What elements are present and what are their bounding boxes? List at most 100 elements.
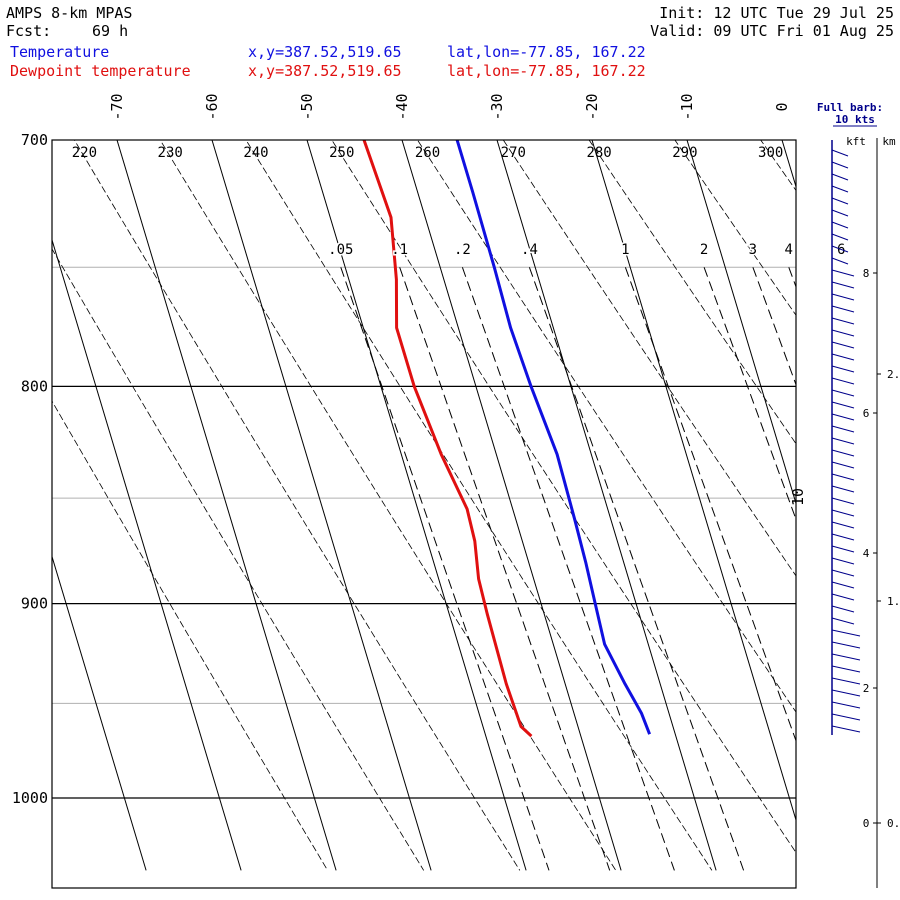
temperature-tick-label: -20 (583, 93, 601, 120)
temperature-legend: Temperature (10, 43, 110, 61)
temperature-tick-label: -60 (203, 93, 221, 120)
km-tick-label: 1. (887, 595, 900, 608)
model-title: AMPS 8-km MPAS (6, 4, 133, 22)
isotherm-line (211, 140, 432, 871)
temperature-tick-label: 10 (789, 488, 807, 506)
isotherm-line (401, 140, 622, 871)
pressure-tick-label: 700 (21, 131, 48, 149)
wind-barb (831, 497, 855, 505)
isotherm-line (306, 140, 527, 871)
mixing-ratio-label: .1 (391, 242, 408, 258)
isotherm-line (877, 140, 900, 870)
wind-barb (831, 581, 855, 589)
wind-barb (831, 653, 861, 661)
kft-tick-label: 2 (863, 682, 870, 695)
isotherm-line (496, 140, 717, 871)
dry-adiabat-label: 260 (415, 145, 440, 161)
wind-barb (831, 665, 861, 673)
wind-barb (831, 281, 855, 289)
mixing-ratio-line (841, 267, 900, 870)
isotherm-line (591, 140, 796, 822)
wind-barb (831, 509, 855, 517)
wind-barb (831, 641, 861, 649)
dry-adiabat (52, 400, 328, 871)
dry-adiabat (417, 140, 796, 713)
wind-barb (831, 221, 849, 229)
dry-adiabat-label: 250 (329, 145, 354, 161)
wind-barb (831, 473, 855, 481)
dry-adiabat (588, 140, 796, 445)
wind-barb (831, 365, 855, 373)
wind-barb (831, 593, 855, 601)
wind-barb (831, 293, 855, 301)
temperature-line (455, 140, 651, 735)
wind-barb (831, 617, 855, 625)
temperature-xy: x,y=387.52,519.65 (248, 43, 402, 61)
wind-barb (831, 521, 855, 529)
mixing-ratio-line (703, 267, 796, 521)
plot-frame (51, 139, 797, 889)
wind-barb (831, 485, 855, 493)
pressure-tick-label: 800 (21, 377, 48, 395)
dry-adiabat-label: 230 (158, 145, 183, 161)
wind-barb (831, 413, 855, 421)
km-axis-label: km (882, 135, 896, 148)
wind-barb (831, 341, 855, 349)
wind-barb (831, 401, 855, 409)
temperature-tick-label: -70 (108, 93, 126, 120)
wind-barb (831, 725, 861, 733)
wind-barb (831, 701, 861, 709)
km-tick-label: 2. (887, 368, 900, 381)
dry-adiabat-label: 240 (243, 145, 268, 161)
wind-barb (831, 269, 855, 277)
wind-barb (831, 377, 855, 385)
pressure-tick-label: 1000 (12, 789, 48, 807)
kft-tick-label: 4 (863, 547, 870, 560)
temperature-tick-label: -40 (393, 93, 411, 120)
wind-barb (831, 449, 855, 457)
mixing-ratio-label: .4 (521, 242, 538, 258)
wind-barb (831, 437, 855, 445)
km-tick-label: 0. (887, 817, 900, 830)
forecast-hour: 69 h (92, 22, 129, 40)
kft-tick-label: 0 (863, 817, 870, 830)
dry-adiabat (245, 140, 713, 871)
mixing-ratio-line (528, 267, 745, 871)
wind-barb (831, 305, 855, 313)
wind-barb (831, 161, 849, 169)
wind-barb (831, 677, 861, 685)
mixing-ratio-line (340, 267, 550, 871)
mixing-ratio-label: 4 (785, 242, 793, 258)
wind-barb (831, 197, 849, 205)
isotherm-line (686, 140, 796, 506)
wind-barb (831, 713, 861, 721)
dry-adiabat (73, 140, 521, 871)
wind-barb (831, 149, 849, 157)
wind-barb (831, 257, 849, 265)
pressure-tick-label: 900 (21, 595, 48, 613)
wind-barb (831, 173, 849, 181)
wind-barb (831, 185, 849, 193)
isotherm-line (0, 140, 51, 870)
wind-barb (831, 557, 855, 565)
temperature-latlon: lat,lon=-77.85, 167.22 (447, 43, 646, 61)
mixing-ratio-label: .05 (328, 242, 353, 258)
dry-adiabat-label: 290 (672, 145, 697, 161)
dewpoint-line (362, 140, 533, 738)
dry-adiabat-label: 270 (501, 145, 526, 161)
wind-barb (831, 533, 855, 541)
forecast-label: Fcst: (6, 22, 52, 40)
wind-barb (831, 233, 849, 241)
mixing-ratio-line (752, 267, 796, 387)
temperature-tick-label: 0 (773, 102, 791, 111)
mixing-ratio-label: .2 (454, 242, 471, 258)
dry-adiabat-label: 300 (758, 145, 783, 161)
kft-tick-label: 6 (863, 407, 870, 420)
wind-barb (831, 245, 849, 253)
wind-barb (831, 461, 855, 469)
wind-barb (831, 389, 855, 397)
wind-barb-title: Full barb: (817, 101, 883, 114)
wind-barb (831, 545, 855, 553)
dry-adiabat (760, 140, 796, 192)
